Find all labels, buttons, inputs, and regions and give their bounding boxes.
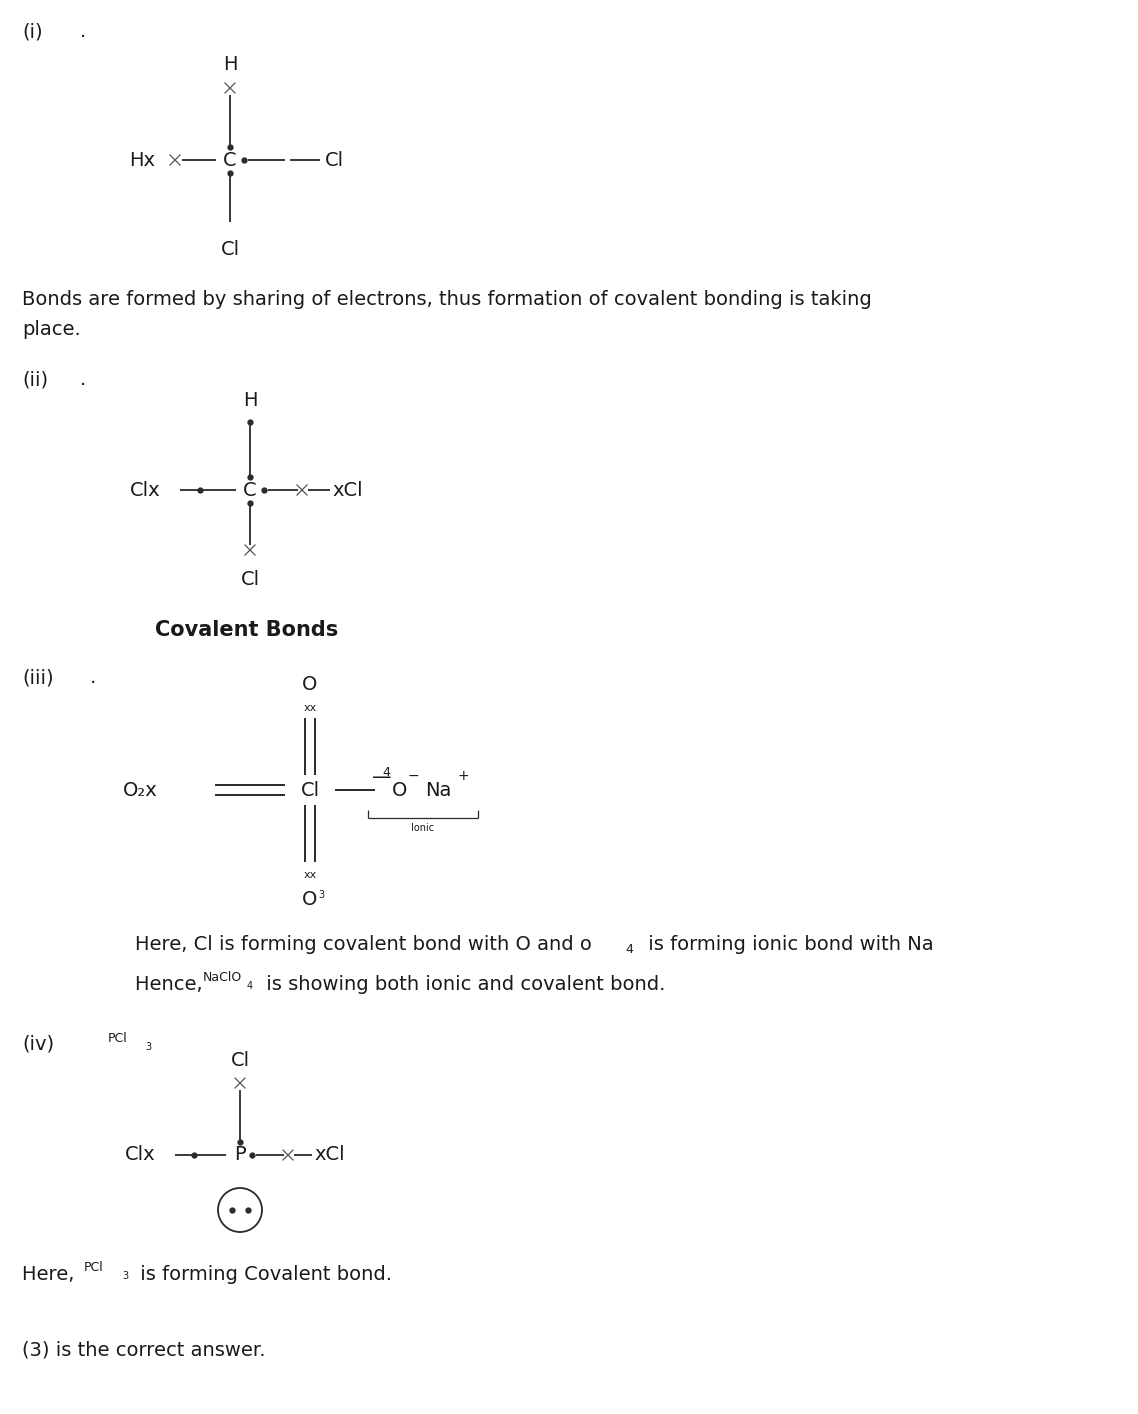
Text: Bonds are formed by sharing of electrons, thus formation of covalent bonding is : Bonds are formed by sharing of electrons… (22, 290, 872, 310)
Text: O: O (302, 889, 318, 909)
Text: .: . (80, 23, 86, 41)
Text: H: H (223, 55, 237, 75)
Text: 3: 3 (145, 1042, 151, 1052)
Text: (3) is the correct answer.: (3) is the correct answer. (22, 1340, 265, 1359)
Text: Cl: Cl (221, 240, 240, 259)
Text: Na: Na (424, 781, 452, 799)
Text: Here,: Here, (22, 1266, 81, 1284)
Text: is forming Covalent bond.: is forming Covalent bond. (134, 1266, 391, 1284)
Text: 4: 4 (247, 981, 253, 991)
Text: NaClO: NaClO (203, 971, 242, 984)
Text: Hx: Hx (129, 150, 155, 170)
Text: −: − (409, 769, 420, 783)
Text: 4: 4 (625, 943, 633, 956)
Text: +: + (457, 769, 470, 783)
Text: Clx: Clx (125, 1145, 155, 1165)
Text: xx: xx (304, 703, 316, 713)
Text: xx: xx (304, 870, 316, 880)
Text: P: P (234, 1145, 246, 1165)
Text: (i): (i) (22, 23, 42, 41)
Text: Cl: Cl (240, 570, 259, 590)
Text: Cl: Cl (300, 781, 320, 799)
Text: Cl: Cl (230, 1051, 249, 1069)
Text: PCl: PCl (84, 1261, 104, 1274)
Text: xCl: xCl (332, 481, 363, 499)
Text: C: C (244, 481, 257, 499)
Text: H: H (242, 390, 257, 410)
Text: (iv): (iv) (22, 1035, 55, 1053)
Text: C: C (223, 150, 237, 170)
Text: is showing both ionic and covalent bond.: is showing both ionic and covalent bond. (259, 976, 666, 994)
Text: O: O (391, 781, 407, 799)
Text: is forming ionic bond with Na: is forming ionic bond with Na (642, 935, 933, 954)
Text: Cl: Cl (325, 150, 344, 170)
Text: —: — (372, 768, 391, 788)
Text: Hence,: Hence, (135, 976, 209, 994)
Text: (iii): (iii) (22, 667, 53, 687)
Text: O₂x: O₂x (123, 781, 157, 799)
Text: Ionic: Ionic (412, 823, 435, 833)
Text: .: . (90, 667, 97, 687)
Text: 4: 4 (382, 765, 390, 779)
Text: Covalent Bonds: Covalent Bonds (155, 619, 338, 641)
Text: 3: 3 (318, 889, 324, 899)
Text: 3: 3 (122, 1271, 129, 1281)
Text: Clx: Clx (130, 481, 160, 499)
Text: Here, Cl is forming covalent bond with O and o: Here, Cl is forming covalent bond with O… (135, 935, 592, 954)
Text: place.: place. (22, 320, 81, 339)
Text: .: . (80, 370, 86, 389)
Text: (ii): (ii) (22, 370, 48, 389)
Text: PCl: PCl (108, 1032, 127, 1045)
Text: O: O (303, 676, 318, 694)
Text: xCl: xCl (314, 1145, 345, 1165)
